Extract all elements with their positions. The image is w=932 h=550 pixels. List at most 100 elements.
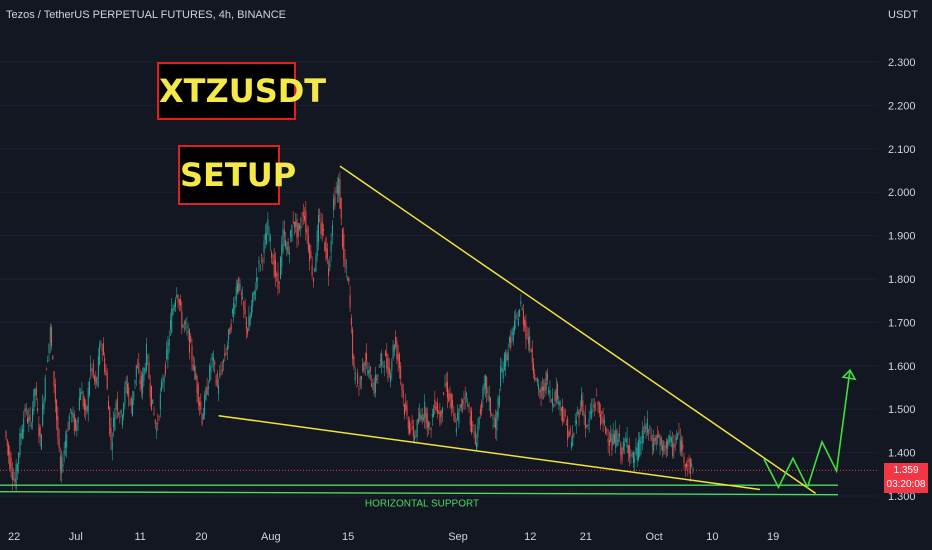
projection-arrowhead <box>841 368 857 381</box>
candle-body <box>589 411 591 414</box>
candle-body <box>569 428 571 435</box>
candle-body <box>457 412 459 420</box>
candle-body <box>592 406 594 408</box>
candle-body <box>455 427 457 433</box>
price-tick-0: 1.300 <box>888 491 916 503</box>
candle-body <box>177 295 179 303</box>
candle-body <box>148 362 150 379</box>
candle-body <box>291 225 293 242</box>
candle-body <box>56 400 58 421</box>
setup-label: SETUP <box>178 145 296 205</box>
candle-body <box>49 326 51 343</box>
candle-body <box>401 383 403 391</box>
time-axis[interactable]: 22 Jul 11 20 Aug 15 Sep 12 21 Oct 10 19 <box>8 531 779 543</box>
candle-body <box>175 299 177 307</box>
candle-body <box>453 412 455 416</box>
candle-body <box>331 225 333 236</box>
candle-body <box>59 455 61 471</box>
candle-body <box>658 434 660 438</box>
candle-countdown: 03:20:08 <box>886 479 926 490</box>
candle-body <box>81 391 83 394</box>
candle-body <box>649 426 651 429</box>
candle-body <box>540 387 542 398</box>
candle-body <box>272 261 274 265</box>
candle-body <box>325 237 327 260</box>
candle-body <box>191 345 193 361</box>
candle-body <box>682 444 684 449</box>
candle-body <box>548 389 550 393</box>
candle-body <box>311 265 313 276</box>
candle-body <box>675 437 677 440</box>
candle-body <box>539 390 541 393</box>
time-tick-8: 21 <box>580 531 592 543</box>
candle-body <box>280 257 282 280</box>
lower-trendline <box>218 414 761 491</box>
candle-body <box>533 363 535 374</box>
candle-body <box>298 224 300 229</box>
candle-body <box>372 389 374 390</box>
candle-body <box>10 458 12 473</box>
candle-body <box>185 322 187 324</box>
candle-body <box>573 432 575 435</box>
candle-body <box>344 258 346 267</box>
candle-body <box>668 435 670 445</box>
candle-body <box>665 441 667 449</box>
candle-body <box>617 439 619 442</box>
candle-body <box>48 343 50 354</box>
candle-body <box>530 348 532 352</box>
price-axis[interactable]: 1.300 1.400 1.500 1.600 1.700 1.800 1.900 2.000… <box>888 57 916 503</box>
candle-body <box>341 229 343 247</box>
candle-body <box>15 463 17 489</box>
candle-body <box>621 448 623 461</box>
candle-body <box>302 212 304 217</box>
candle-body <box>673 444 675 448</box>
candle-body <box>641 430 643 443</box>
candle-body <box>219 372 221 378</box>
candle-body <box>80 392 82 401</box>
candle-body <box>489 397 491 414</box>
candle-body <box>613 434 615 443</box>
candle-body <box>659 436 661 447</box>
candle-body <box>358 388 360 390</box>
candle-body <box>441 407 443 414</box>
candle-body <box>259 266 261 268</box>
candle-body <box>94 375 96 381</box>
candle-body <box>134 379 136 384</box>
candle-body <box>508 337 510 343</box>
candle-body <box>166 348 168 360</box>
candle-body <box>415 434 417 436</box>
candle-body <box>226 345 228 350</box>
candle-body <box>579 408 581 412</box>
candle-body <box>445 383 447 387</box>
candle-body <box>30 425 32 426</box>
candle-body <box>70 408 72 410</box>
candle-body <box>254 289 256 300</box>
candle-body <box>34 388 36 396</box>
candle-body <box>597 401 599 405</box>
candle-body <box>192 364 194 370</box>
candle-body <box>634 457 636 463</box>
candle-body <box>644 424 646 433</box>
candle-body <box>310 251 312 259</box>
candle-body <box>316 230 318 257</box>
candle-body <box>115 402 117 410</box>
candle-body <box>366 352 368 362</box>
candle-body <box>388 367 390 375</box>
time-tick-1: Jul <box>69 531 83 543</box>
candle-body <box>66 434 68 448</box>
candle-body <box>392 344 394 359</box>
candle-body <box>496 411 498 431</box>
candle-body <box>454 415 456 423</box>
candle-body <box>111 441 113 450</box>
candle-body <box>71 411 73 415</box>
candle-body <box>91 369 93 371</box>
candle-body <box>199 401 201 406</box>
candle-body <box>421 414 423 421</box>
time-tick-0: 22 <box>8 531 20 543</box>
trendlines <box>218 165 817 495</box>
candle-body <box>359 377 361 386</box>
candle-body <box>83 398 85 411</box>
candle-body <box>218 385 220 394</box>
candle-body <box>297 222 299 237</box>
